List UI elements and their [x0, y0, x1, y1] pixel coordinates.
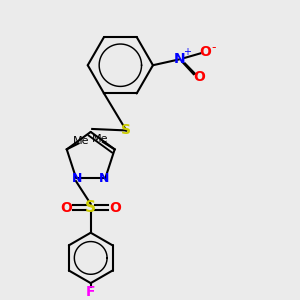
Text: N: N — [174, 52, 185, 66]
Text: +: + — [183, 47, 191, 57]
Text: S: S — [121, 123, 131, 137]
Text: O: O — [61, 200, 72, 214]
Text: O: O — [109, 200, 121, 214]
Text: O: O — [193, 70, 205, 84]
Text: N: N — [99, 172, 109, 185]
Text: -: - — [211, 41, 216, 54]
Text: N: N — [72, 172, 82, 185]
Text: Me: Me — [73, 136, 90, 146]
Text: S: S — [85, 200, 96, 215]
Text: Me: Me — [92, 134, 109, 144]
Text: F: F — [86, 285, 95, 299]
Text: O: O — [199, 45, 211, 59]
